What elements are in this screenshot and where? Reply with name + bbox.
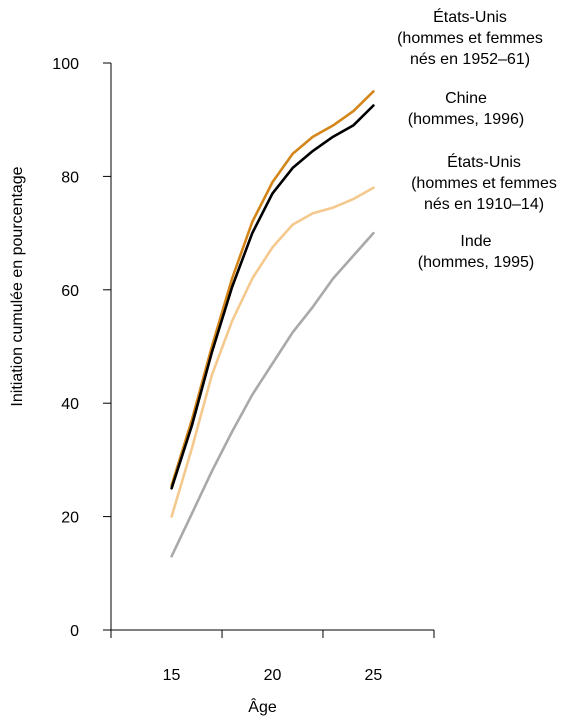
series-line	[170, 104, 375, 490]
series-line	[170, 231, 375, 558]
series-label-line: (hommes et femmes	[397, 30, 543, 47]
series-label: Chine (hommes, 1996)	[408, 90, 525, 128]
y-tick-label: 100	[52, 56, 79, 73]
series-label: Inde (hommes, 1995)	[418, 233, 535, 271]
series-label-line: (hommes et femmes	[411, 175, 557, 192]
series-label-line: États-Unis	[433, 7, 507, 26]
y-tick-label: 20	[61, 510, 79, 527]
y-tick-label: 40	[61, 396, 79, 413]
x-ticks: 15 20 25	[110, 630, 435, 684]
series-label-line: nés en 1910–14)	[424, 196, 544, 213]
y-tick-label: 80	[61, 169, 79, 186]
y-tick-label: 0	[70, 623, 79, 640]
series-label-line: Inde	[460, 233, 491, 250]
x-tick-label: 20	[264, 667, 282, 684]
series-lines	[170, 90, 375, 558]
series-label-line: (hommes, 1996)	[408, 111, 525, 128]
x-tick-label: 25	[365, 667, 383, 684]
series-label-line: Chine	[445, 90, 487, 107]
y-ticks: 0 20 40 60 80 100	[52, 56, 111, 640]
series-label-line: (hommes, 1995)	[418, 254, 535, 271]
series-label: États-Unis (hommes et femmes nés en 1910–1…	[411, 152, 557, 213]
series-label-line: États-Unis	[447, 152, 521, 171]
series-line	[170, 186, 375, 518]
series-line	[170, 90, 375, 487]
series-label-line: nés en 1952–61)	[410, 51, 530, 68]
y-axis-title: Initiation cumulée en pourcentage	[9, 166, 26, 406]
axes: 0 20 40 60 80 100 15 20 25	[52, 56, 435, 684]
y-tick-label: 60	[61, 283, 79, 300]
series-label: États-Unis (hommes et femmes nés en 1952–6…	[397, 7, 543, 68]
x-tick-label: 15	[163, 667, 181, 684]
x-axis-title: Âge	[248, 697, 277, 716]
series-labels: États-Unis (hommes et femmes nés en 1952–6…	[397, 7, 557, 271]
